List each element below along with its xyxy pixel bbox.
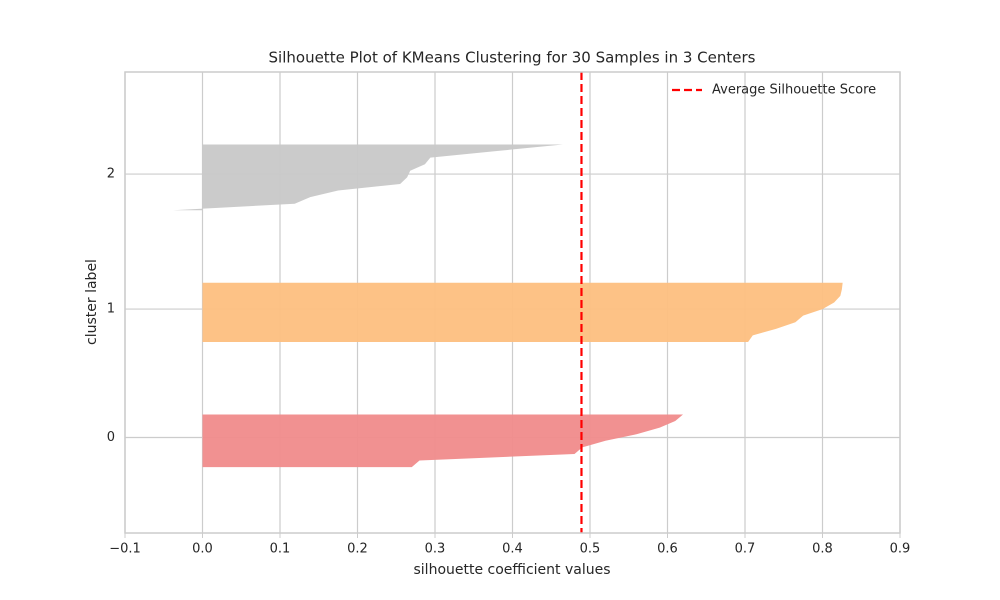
x-tick-label: 0.9 (890, 542, 911, 557)
x-tick-label: 0.2 (347, 542, 368, 557)
x-tick-label: 0.8 (812, 542, 833, 557)
y-axis-label: cluster label (84, 259, 100, 345)
x-tick-label: 0.0 (192, 542, 213, 557)
x-tick-label: 0.6 (657, 542, 678, 557)
x-tick-label: 0.7 (735, 542, 756, 557)
x-tick-label: 0.3 (425, 542, 446, 557)
y-tick-label: 2 (107, 167, 115, 182)
chart-title: Silhouette Plot of KMeans Clustering for… (269, 49, 756, 67)
y-tick-label: 0 (107, 430, 115, 445)
x-tick-label: −0.1 (109, 542, 141, 557)
x-tick-label: 0.4 (502, 542, 523, 557)
cluster-area (202, 414, 683, 468)
x-tick-label: 0.1 (270, 542, 291, 557)
y-tick-label: 1 (107, 302, 115, 317)
x-axis-label: silhouette coefficient values (414, 562, 611, 578)
plot-frame (124, 71, 901, 534)
legend-label: Average Silhouette Score (712, 83, 876, 98)
cluster-area (202, 282, 843, 343)
x-tick-label: 0.5 (580, 542, 601, 557)
cluster-area (173, 144, 563, 211)
